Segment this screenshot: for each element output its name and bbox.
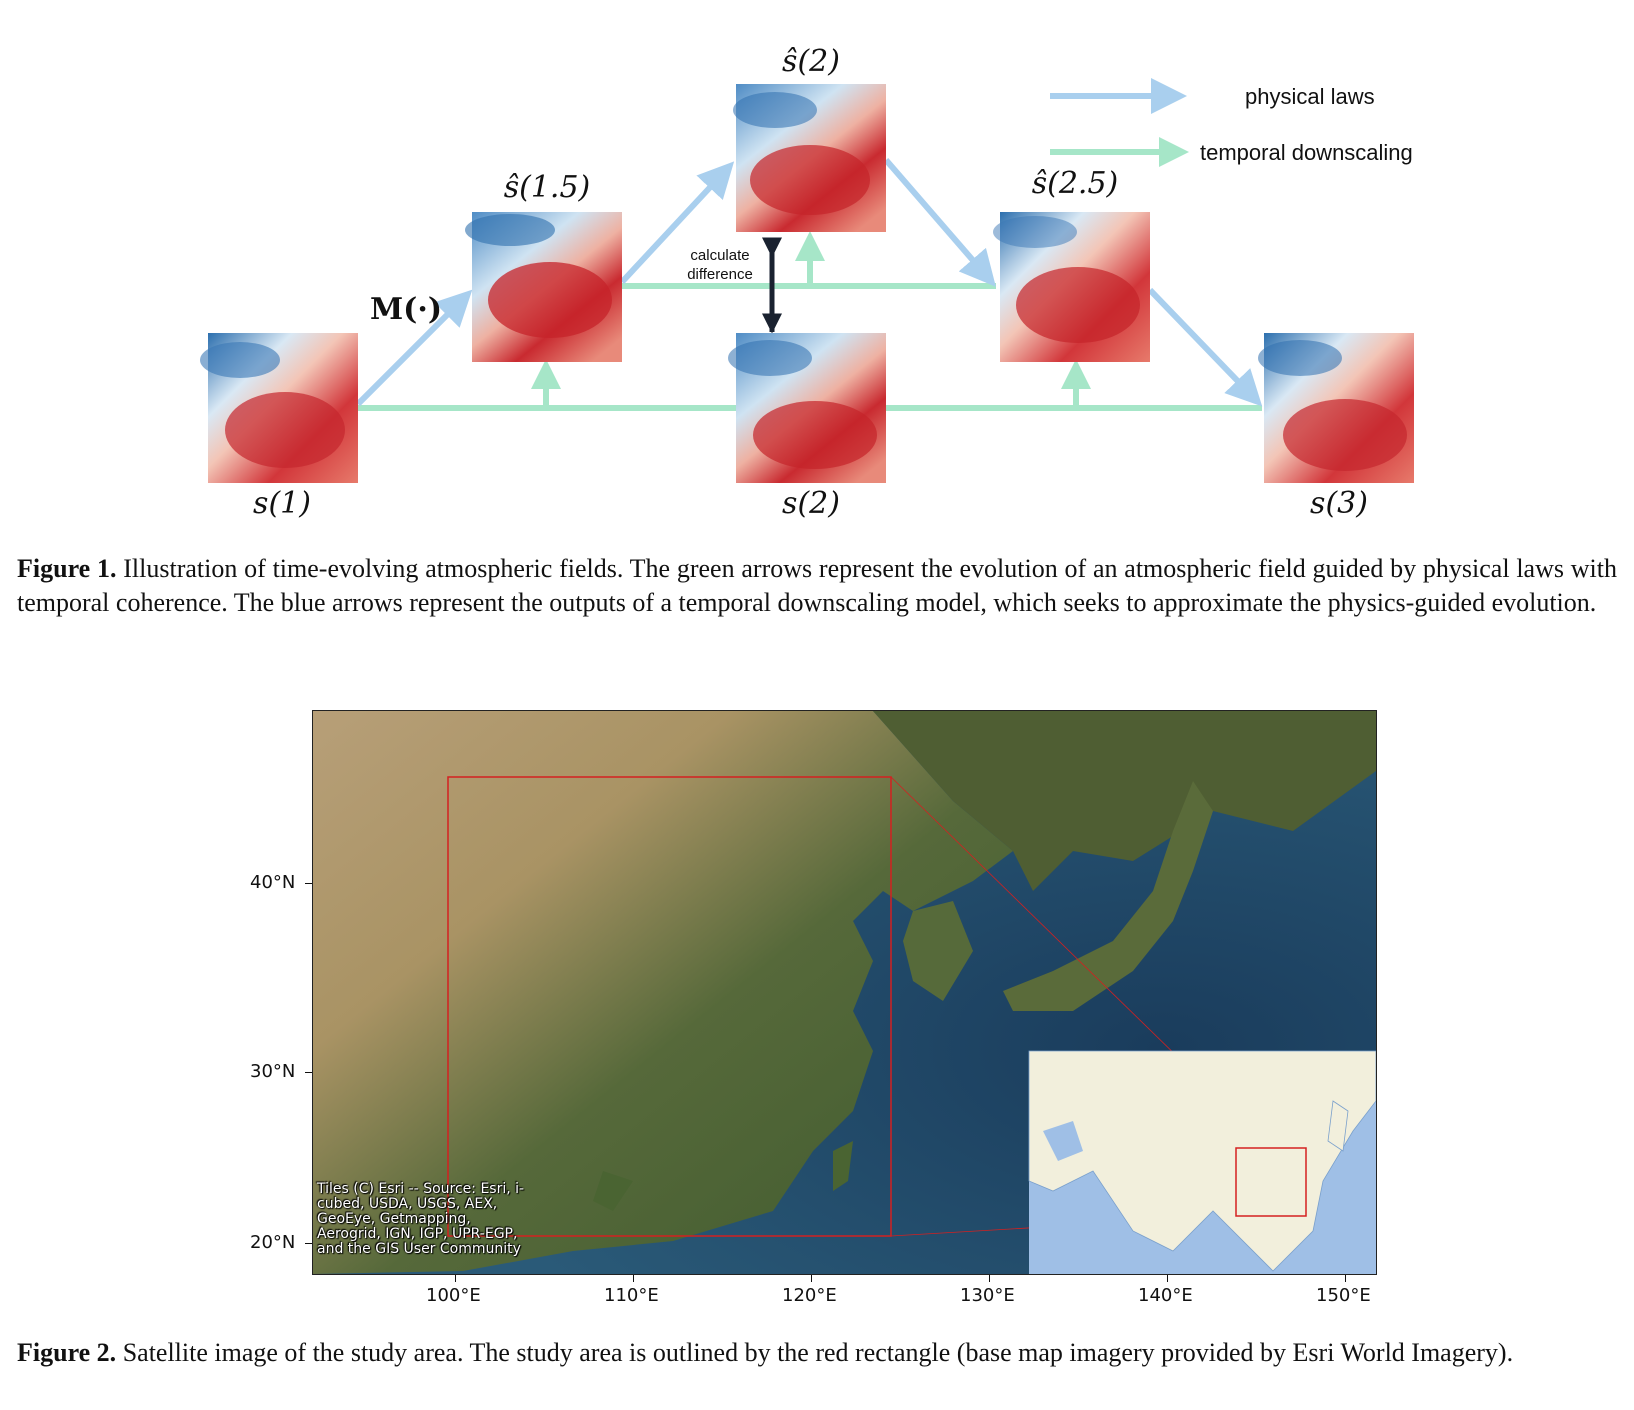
figure-1-caption-text: Illustration of time-evolving atmospheri… [17,554,1617,617]
xtick-label-110: 110°E [604,1285,659,1306]
figure-2-caption-text: Satellite image of the study area. The s… [116,1338,1514,1367]
xtick-120 [811,1275,812,1282]
inset-study-area-box [1235,1147,1307,1217]
japan-islands [1003,781,1213,1011]
xtick-label-130: 130°E [960,1285,1015,1306]
ytick-30 [305,1072,312,1073]
label-s3: s(3) [1310,486,1368,521]
northeast-landmass [873,711,1376,891]
figure-1-diagram [200,78,1414,483]
blue-arrow-3 [883,158,996,287]
calculate-line: calculate [690,247,750,264]
korea-peninsula [903,901,973,1001]
blue-arrow-2 [619,161,735,285]
label-model: M(·) [369,292,443,327]
label-s1: s(1) [253,486,311,521]
field-image-shat2 [733,84,886,232]
xtick-110 [633,1275,634,1282]
xtick-label-140: 140°E [1138,1285,1193,1306]
ytick-label-40: 40°N [250,872,296,893]
satellite-map [312,710,1377,1275]
legend-temporal-label: temporal downscaling [1200,140,1413,165]
label-shat15: ŝ(1.5) [503,170,591,205]
xtick-label-120: 120°E [782,1285,837,1306]
difference-line: difference [687,266,753,283]
calculate-difference-label: calculate difference [670,246,770,284]
taiwan-island [833,1141,853,1191]
xtick-140 [1167,1275,1168,1282]
ytick-20 [305,1243,312,1244]
xtick-130 [989,1275,990,1282]
ytick-label-20: 20°N [250,1232,296,1253]
label-s2: s(2) [782,486,840,521]
field-image-shat25 [993,212,1150,362]
xtick-label-100: 100°E [426,1285,481,1306]
figure-1: s(1) s(2) s(3) ŝ(1.5) ŝ(2) ŝ(2.5) M(·) p… [0,0,1634,530]
satellite-map-image [313,711,1376,1274]
label-shat25: ŝ(2.5) [1031,166,1119,201]
legend-physical-label: physical laws [1245,84,1375,109]
figure-2-caption-label: Figure 2. [17,1338,117,1367]
map-attribution: Tiles (C) Esri -- Source: Esri, i-cubed,… [317,1181,525,1257]
figure-2-caption: Figure 2. Satellite image of the study a… [17,1336,1617,1370]
blue-arrow-1 [355,289,473,407]
field-image-s3 [1258,333,1414,483]
field-image-s2 [728,333,886,483]
ytick-40 [305,883,312,884]
xtick-150 [1345,1275,1346,1282]
label-shat2: ŝ(2) [782,44,840,79]
xtick-label-150: 150°E [1316,1285,1371,1306]
mainland-landmass [313,711,1013,1274]
blue-arrow-4 [1147,287,1263,407]
ytick-label-30: 30°N [250,1061,296,1082]
xtick-100 [455,1275,456,1282]
field-image-shat15 [465,212,622,362]
inset-overview-map [1028,1050,1376,1274]
figure-1-caption-label: Figure 1. [17,554,117,583]
figure-1-caption: Figure 1. Illustration of time-evolving … [17,552,1617,620]
study-area-rectangle [447,776,892,1237]
field-image-s1 [200,333,358,483]
hainan-island [593,1171,633,1211]
